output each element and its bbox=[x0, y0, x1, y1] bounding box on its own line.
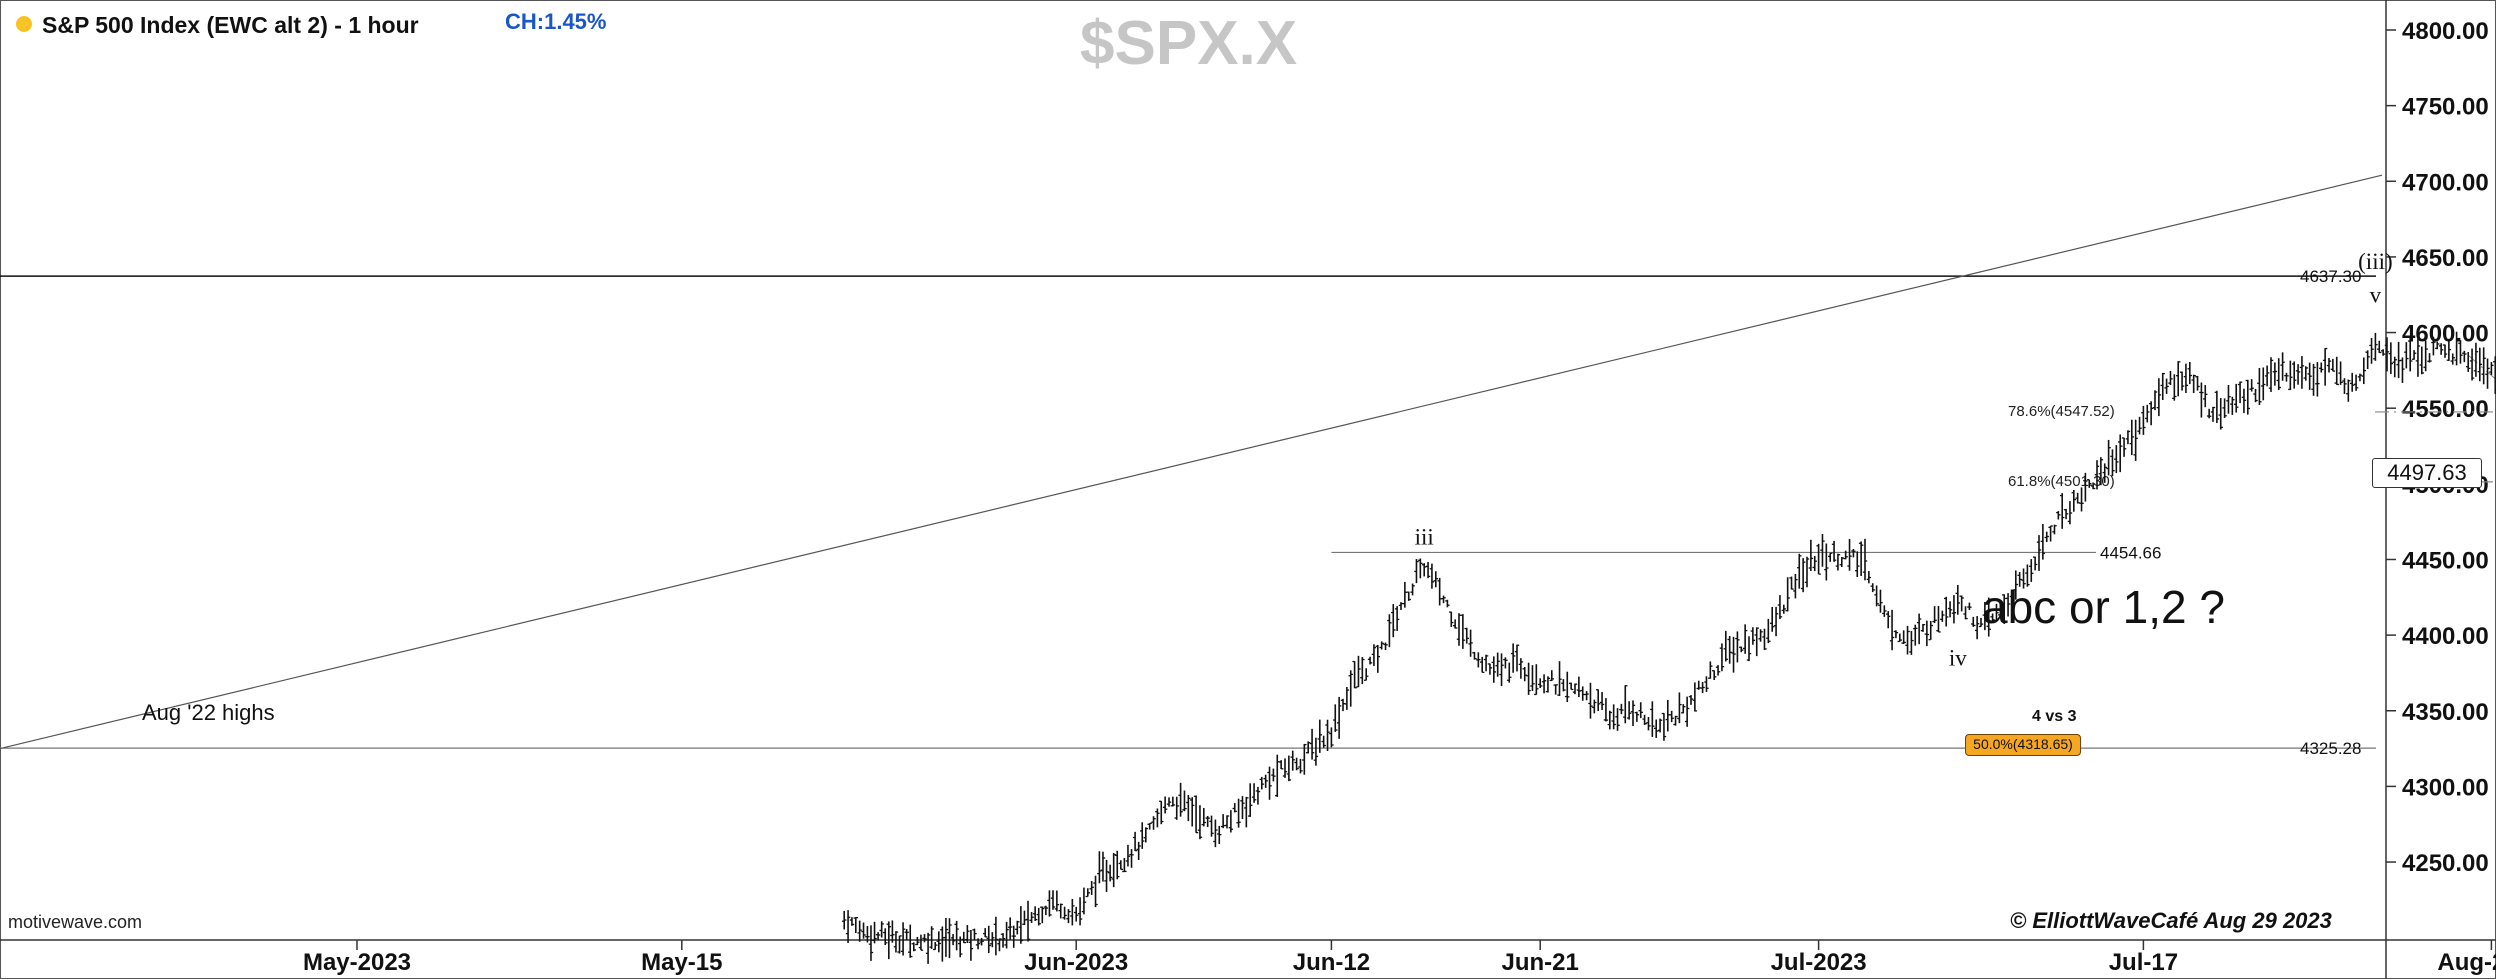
x-tick-label: Jun-2023 bbox=[1024, 949, 1128, 976]
current-price-badge: 4497.63 bbox=[2372, 458, 2482, 488]
x-tick-label: Aug-2023 bbox=[2437, 949, 2496, 976]
level-label: 4454.66 bbox=[2100, 543, 2161, 562]
copyright-text: © ElliottWaveCafé Aug 29 2023 bbox=[2010, 908, 2332, 933]
y-tick-label: 4750.00 bbox=[2402, 94, 2489, 121]
x-tick-label: Jul-2023 bbox=[1771, 949, 1867, 976]
y-tick-label: 4350.00 bbox=[2402, 699, 2489, 726]
status-dot-icon bbox=[16, 16, 32, 32]
x-tick-label: Jun-21 bbox=[1502, 949, 1579, 976]
x-tick-label: May-2023 bbox=[303, 949, 411, 976]
wave-question-note: abc or 1,2 ? bbox=[1982, 581, 2225, 633]
wave-label: v bbox=[2370, 282, 2382, 307]
y-tick-label: 4300.00 bbox=[2402, 774, 2489, 801]
fib-label: 61.8%(4501.30) bbox=[2008, 473, 2115, 490]
wave-label: (iii) bbox=[2358, 249, 2393, 274]
fib-50-badge: 50.0%(4318.65) bbox=[1965, 734, 2081, 756]
level-label: 4325.28 bbox=[2300, 739, 2361, 758]
symbol-watermark: $SPX.X bbox=[1080, 9, 1298, 78]
fib-label: 78.6%(4547.52) bbox=[2008, 403, 2115, 420]
aug22-highs-label: Aug '22 highs bbox=[142, 700, 275, 725]
y-tick-label: 4450.00 bbox=[2402, 547, 2489, 574]
level-label: 4637.30 bbox=[2300, 267, 2361, 286]
wave-label: iv bbox=[1949, 645, 1967, 670]
change-percent: CH:1.45% bbox=[505, 9, 607, 34]
y-tick-label: 4550.00 bbox=[2402, 396, 2489, 423]
chart-title: S&P 500 Index (EWC alt 2) - 1 hour bbox=[42, 12, 419, 38]
y-tick-label: 4250.00 bbox=[2402, 850, 2489, 877]
x-tick-label: May-15 bbox=[641, 949, 722, 976]
trendline bbox=[0, 174, 2383, 750]
four-vs-three-label: 4 vs 3 bbox=[2032, 708, 2077, 725]
y-tick-label: 4400.00 bbox=[2402, 623, 2489, 650]
y-tick-label: 4600.00 bbox=[2402, 321, 2489, 348]
wave-label: iii bbox=[1415, 524, 1434, 549]
source-credit: motivewave.com bbox=[8, 912, 143, 932]
y-tick-label: 4650.00 bbox=[2402, 245, 2489, 272]
y-tick-label: 4700.00 bbox=[2402, 169, 2489, 196]
y-tick-label: 4800.00 bbox=[2402, 18, 2489, 45]
x-tick-label: Jul-17 bbox=[2109, 949, 2178, 976]
x-tick-label: Jun-12 bbox=[1293, 949, 1370, 976]
